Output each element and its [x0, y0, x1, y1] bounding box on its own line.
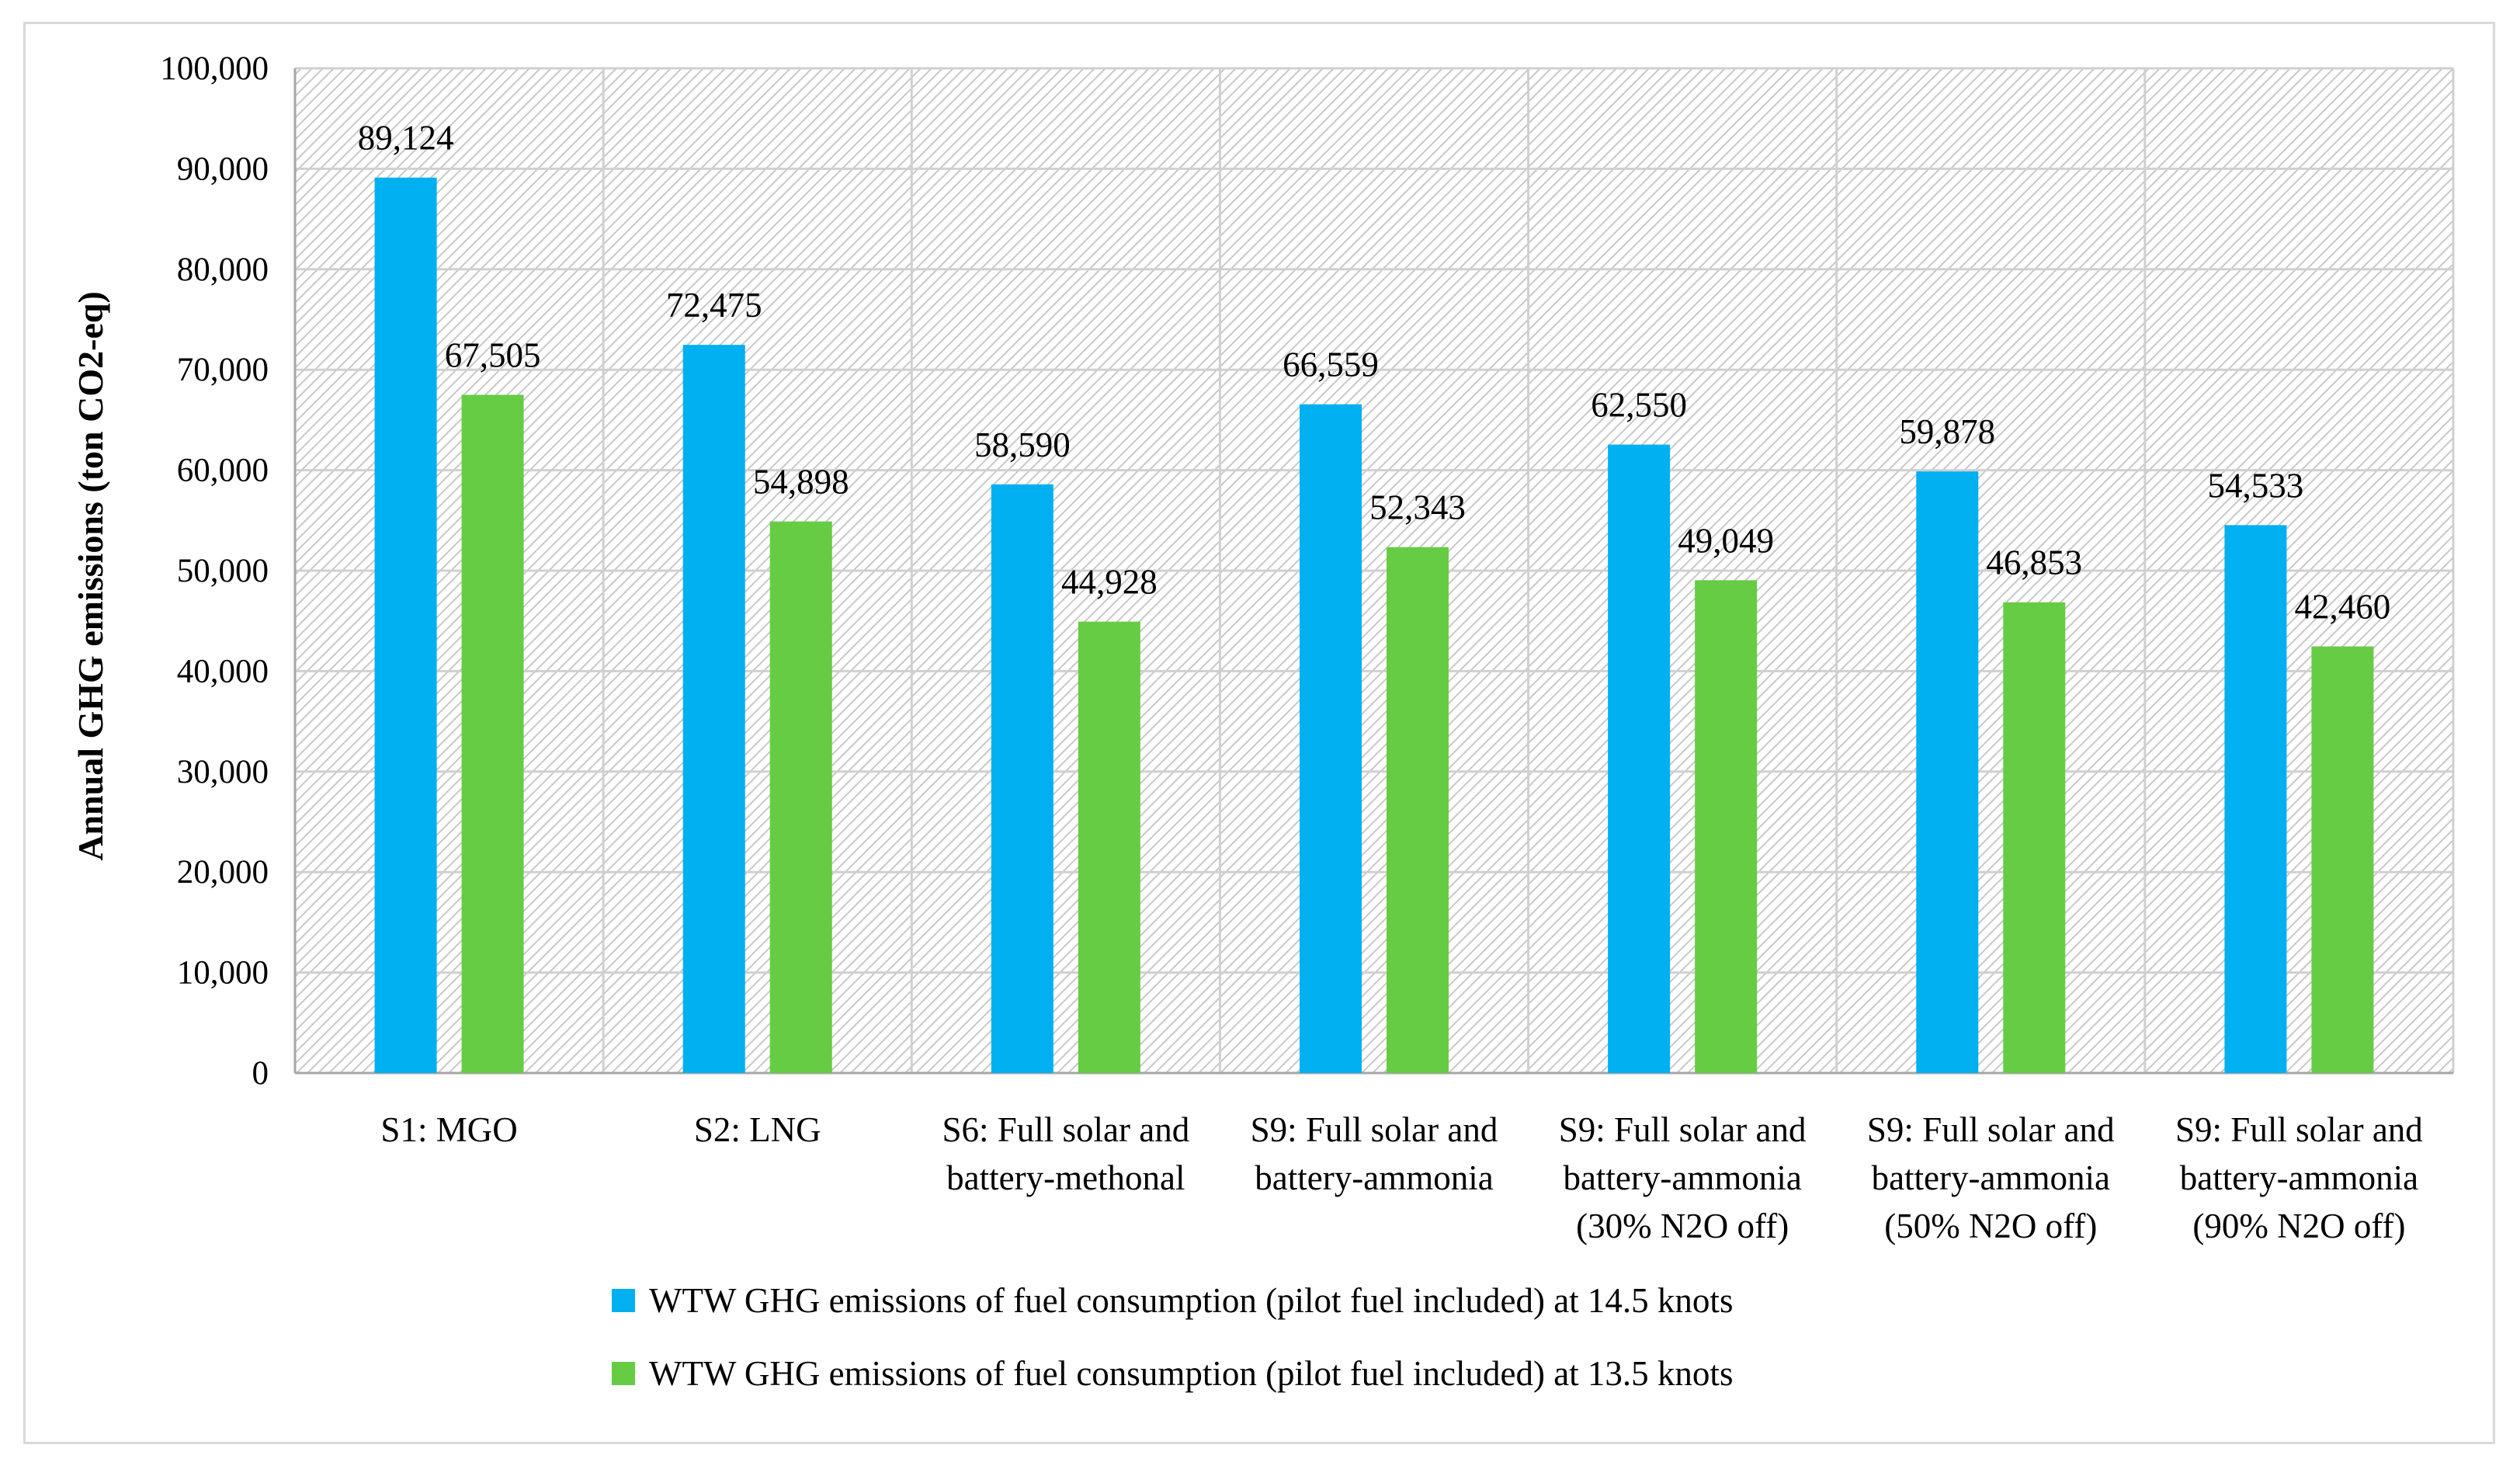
y-tick-label: 0 [252, 1055, 269, 1092]
x-category-label: battery-ammonia [1255, 1158, 1493, 1197]
chart-canvas: 89,124 67,505 72,475 54,898 58,590 44,928 66,5… [0, 0, 2520, 1469]
data-label-series2-cat2: 54,898 [753, 463, 849, 502]
bar-series1-cat2 [683, 345, 745, 1073]
x-category-label: S9: Full solar and [1867, 1110, 2115, 1149]
y-axis-ticks: 0 10,000 20,000 30,000 40,000 50,000 60,000 70,… [160, 50, 269, 1092]
x-category-label: battery-ammonia [1563, 1158, 1801, 1197]
bar-series2-cat4 [1387, 547, 1449, 1073]
x-category-label: S9: Full solar and [1251, 1110, 1498, 1149]
x-category-label: S9: Full solar and [1559, 1110, 1807, 1149]
data-label-series1-cat5: 62,550 [1591, 386, 1687, 425]
data-label-series1-cat4: 66,559 [1283, 346, 1379, 384]
x-category-label: battery-ammonia [2180, 1158, 2418, 1197]
y-tick-label: 10,000 [177, 955, 269, 991]
legend-label-2: WTW GHG emissions of fuel consumption (p… [649, 1354, 1733, 1393]
data-label-series1-cat1: 89,124 [358, 119, 454, 158]
data-label-series2-cat5: 49,049 [1678, 521, 1774, 560]
y-axis-title: Annual GHG emissions (ton CO2-eq) [71, 291, 110, 861]
data-label-series2-cat4: 52,343 [1369, 488, 1466, 527]
legend: WTW GHG emissions of fuel consumption (p… [612, 1281, 1733, 1393]
y-tick-label: 40,000 [177, 653, 269, 689]
bar-series1-cat7 [2224, 525, 2286, 1073]
y-tick-label: 20,000 [177, 854, 269, 891]
x-category-label: (30% N2O off) [1576, 1207, 1789, 1245]
y-tick-label: 70,000 [177, 352, 269, 388]
bar-series1-cat6 [1916, 471, 1978, 1073]
y-tick-label: 80,000 [177, 252, 269, 288]
x-category-label: battery-ammonia [1872, 1158, 2110, 1197]
data-label-series1-cat6: 59,878 [1899, 412, 1995, 451]
x-category-label: (90% N2O off) [2192, 1207, 2405, 1245]
data-label-series2-cat1: 67,505 [445, 335, 541, 374]
data-label-series2-cat6: 46,853 [1986, 543, 2082, 582]
x-category-label: S6: Full solar and [942, 1110, 1189, 1149]
y-tick-label: 60,000 [177, 453, 269, 489]
bar-series2-cat2 [770, 522, 832, 1073]
bar-series2-cat3 [1078, 622, 1140, 1073]
y-tick-label: 30,000 [177, 754, 269, 790]
y-tick-label: 50,000 [177, 553, 269, 589]
x-category-label: S1: MGO [380, 1110, 517, 1149]
bar-series1-cat4 [1300, 405, 1362, 1073]
x-category-label: S9: Full solar and [2175, 1110, 2423, 1149]
x-axis-categories: S1: MGO S2: LNG S6: Full solar and battery-… [380, 1110, 2422, 1245]
legend-swatch-2 [612, 1362, 635, 1385]
bar-series1-cat1 [375, 178, 437, 1073]
data-label-series1-cat3: 58,590 [974, 425, 1071, 464]
bar-series1-cat5 [1608, 445, 1670, 1073]
data-label-series2-cat3: 44,928 [1061, 563, 1158, 602]
data-label-series1-cat2: 72,475 [666, 286, 762, 325]
y-tick-label: 100,000 [160, 50, 269, 87]
x-category-label: S2: LNG [694, 1110, 821, 1149]
bar-series2-cat1 [462, 394, 524, 1073]
x-category-label: (50% N2O off) [1884, 1207, 2097, 1245]
data-label-series2-cat7: 42,460 [2295, 588, 2391, 627]
bar-series2-cat6 [2003, 603, 2065, 1073]
legend-swatch-1 [612, 1289, 635, 1312]
x-category-label: battery-methonal [946, 1158, 1185, 1197]
data-label-series1-cat7: 54,533 [2208, 466, 2304, 505]
bar-series2-cat5 [1695, 580, 1757, 1073]
y-tick-label: 90,000 [177, 151, 269, 187]
legend-label-1: WTW GHG emissions of fuel consumption (p… [649, 1281, 1733, 1320]
bar-series1-cat3 [991, 484, 1053, 1073]
bar-series2-cat7 [2311, 647, 2373, 1073]
